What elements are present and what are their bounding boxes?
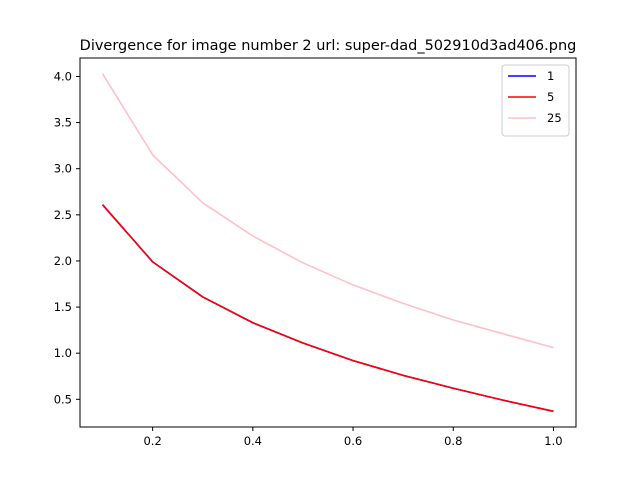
y-tick-label-2: 1.5 [54, 300, 72, 314]
legend-label-1: 1 [547, 69, 554, 83]
y-tick-label-7: 4.0 [54, 69, 72, 83]
y-tick-label-4: 2.5 [54, 208, 72, 222]
y-tick-label-0: 0.5 [54, 392, 72, 406]
x-axis: 0.2 0.4 0.6 0.8 1.0 [143, 427, 563, 448]
x-tick-label-0: 0.2 [143, 434, 161, 448]
series-line-5 [101, 204, 554, 413]
y-tick-label-5: 3.0 [54, 162, 72, 176]
y-axis: 0.5 1.0 1.5 2.0 2.5 3.0 3.5 4.0 [54, 69, 80, 406]
y-tick-label-3: 2.0 [54, 254, 72, 268]
series-line-25 [101, 73, 554, 349]
y-tick-label-6: 3.5 [54, 116, 72, 130]
x-tick-label-3: 0.8 [444, 434, 462, 448]
series-line-1 [101, 204, 554, 413]
x-tick-label-1: 0.4 [244, 434, 262, 448]
plot-frame [79, 57, 577, 428]
x-tick-label-4: 1.0 [544, 434, 562, 448]
legend-label-5: 5 [547, 90, 554, 104]
series-layer [101, 73, 554, 413]
y-tick-label-1: 1.0 [54, 346, 72, 360]
x-tick-label-2: 0.6 [344, 434, 362, 448]
chart-title: Divergence for image number 2 url: super… [80, 38, 577, 54]
legend-label-25: 25 [547, 111, 562, 125]
